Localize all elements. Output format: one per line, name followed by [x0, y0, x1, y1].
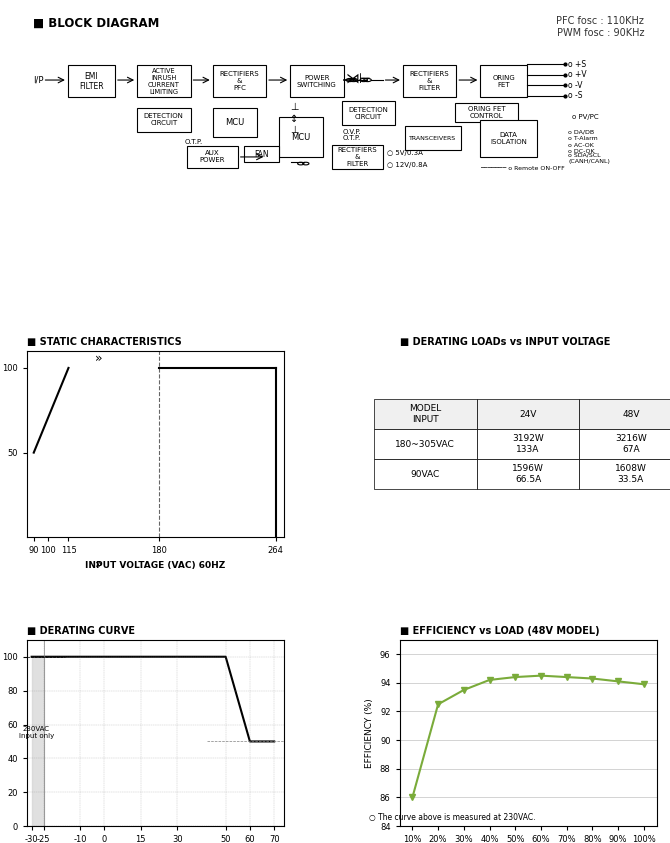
X-axis label: INPUT VOLTAGE (VAC) 60HZ: INPUT VOLTAGE (VAC) 60HZ [85, 561, 226, 570]
Bar [244, 147, 279, 162]
Text: ■ STATIC CHARACTERISTICS: ■ STATIC CHARACTERISTICS [27, 337, 182, 347]
Text: o +S: o +S [568, 60, 586, 68]
Text: DATA
ISOLATION: DATA ISOLATION [490, 132, 527, 145]
Bar [137, 108, 190, 132]
Text: ■ DERATING LOADs vs INPUT VOLTAGE: ■ DERATING LOADs vs INPUT VOLTAGE [399, 337, 610, 347]
Text: AUX
POWER: AUX POWER [200, 150, 225, 164]
Text: o DC-OK: o DC-OK [568, 149, 595, 154]
Text: POWER
SWITCHING: POWER SWITCHING [297, 75, 337, 88]
Text: MCU: MCU [291, 132, 310, 142]
Text: o -V: o -V [568, 81, 583, 90]
Y-axis label: EFFICIENCY (%): EFFICIENCY (%) [365, 698, 375, 768]
Text: ⊥
↕
⊥: ⊥ ↕ ⊥ [290, 102, 299, 135]
Text: o +V: o +V [568, 70, 587, 79]
Text: RECTIFIERS
&
FILTER: RECTIFIERS & FILTER [338, 147, 377, 167]
Text: o AC-OK: o AC-OK [568, 142, 594, 148]
Bar [137, 66, 190, 97]
Text: o T-Alarm: o T-Alarm [568, 136, 598, 141]
Text: MCU: MCU [225, 118, 245, 127]
Bar [279, 117, 323, 157]
Text: RECTIFIERS
&
PFC: RECTIFIERS & PFC [220, 72, 259, 91]
Text: TRANSCEIVERS: TRANSCEIVERS [409, 136, 456, 141]
Text: ─────── o Remote ON-OFF: ─────── o Remote ON-OFF [480, 166, 565, 171]
Text: o -S: o -S [568, 91, 583, 100]
Text: 230VAC
Input only: 230VAC Input only [19, 727, 54, 739]
Bar [68, 66, 115, 97]
Bar [212, 108, 257, 137]
Text: »: » [95, 558, 103, 571]
Bar [212, 66, 266, 97]
Text: o SDA/SCL
(CANH/CANL): o SDA/SCL (CANH/CANL) [568, 153, 610, 164]
Text: DETECTION
CIRCUIT: DETECTION CIRCUIT [144, 113, 184, 126]
Text: ■ DERATING CURVE: ■ DERATING CURVE [27, 626, 135, 636]
Bar [480, 120, 537, 157]
Text: ORING FET
CONTROL: ORING FET CONTROL [468, 106, 505, 119]
Text: O.T.P.: O.T.P. [184, 139, 202, 145]
Text: o DA/DB: o DA/DB [568, 129, 594, 134]
Text: ○ The curve above is measured at 230VAC.: ○ The curve above is measured at 230VAC. [369, 813, 535, 822]
Text: ORING
FET: ORING FET [492, 75, 515, 88]
Text: FAN: FAN [254, 150, 269, 158]
Bar [405, 126, 462, 150]
Text: O.T.P.: O.T.P. [343, 136, 361, 142]
Text: ○ 5V/0.3A: ○ 5V/0.3A [387, 150, 423, 156]
Text: PFC fosc : 110KHz
PWM fosc : 90KHz: PFC fosc : 110KHz PWM fosc : 90KHz [556, 16, 644, 38]
Bar [455, 103, 518, 122]
Text: ■ BLOCK DIAGRAM: ■ BLOCK DIAGRAM [33, 16, 159, 30]
Text: ACTIVE
INRUSH
CURRENT
LIMITING: ACTIVE INRUSH CURRENT LIMITING [148, 67, 180, 95]
Text: ■ EFFICIENCY vs LOAD (48V MODEL): ■ EFFICIENCY vs LOAD (48V MODEL) [399, 626, 599, 636]
Text: »: » [95, 352, 103, 364]
Text: EMI
FILTER: EMI FILTER [79, 72, 104, 91]
Text: RECTIFIERS
&
FILTER: RECTIFIERS & FILTER [410, 72, 450, 91]
Text: ○ 12V/0.8A: ○ 12V/0.8A [387, 162, 427, 168]
Bar [480, 66, 527, 97]
Text: o PV/PC: o PV/PC [572, 114, 598, 121]
Bar [332, 145, 383, 169]
Bar [188, 147, 238, 168]
Text: DETECTION
CIRCUIT: DETECTION CIRCUIT [348, 107, 389, 120]
Bar [403, 66, 456, 97]
Bar [342, 101, 395, 125]
Text: ⋊⊢: ⋊⊢ [346, 73, 372, 87]
Text: I/P: I/P [33, 76, 44, 84]
Bar [290, 66, 344, 97]
Text: O.V.P.: O.V.P. [343, 129, 362, 135]
